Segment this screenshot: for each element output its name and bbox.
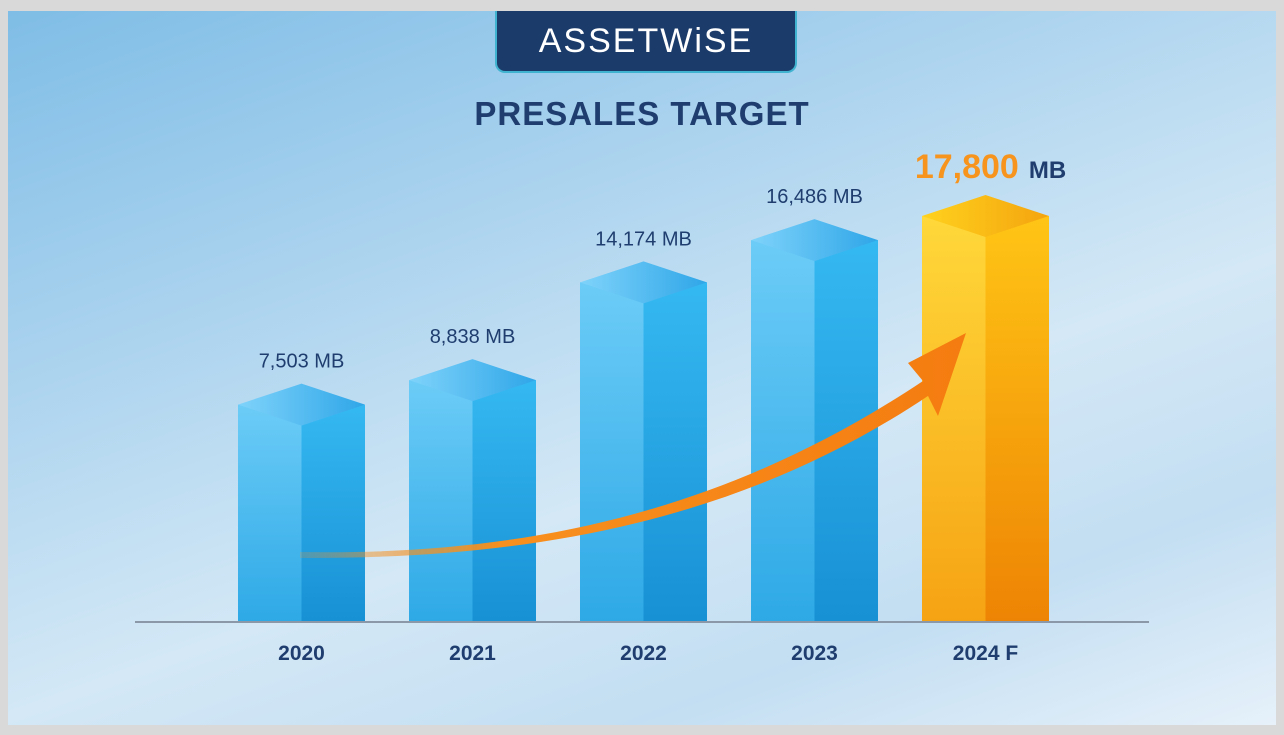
trend-arrow: [300, 333, 966, 559]
x-tick-label: 2022: [620, 642, 667, 665]
bar-2023: [751, 219, 878, 622]
bar-2021: [409, 359, 536, 622]
logo-text: ASSETWiSE: [538, 21, 754, 60]
data-label: 16,486 MB: [766, 186, 863, 208]
bar-top: [409, 359, 536, 402]
bar-front-right: [472, 380, 536, 622]
bar-2024-f: [922, 195, 1049, 622]
bar-front-left: [751, 240, 815, 622]
bar-2020: [238, 383, 365, 622]
bar-front-left: [238, 404, 302, 622]
data-label: 14,174 MB: [595, 228, 692, 250]
bar-front-right: [301, 404, 365, 622]
bar-chart: 2020 7,503 MB 2021 8,838 MB 2022 14,174 MB 202…: [135, 148, 1149, 665]
data-label-highlight: 17,800 MB: [915, 148, 1066, 186]
bar-top: [751, 219, 878, 262]
bar-front-right: [643, 282, 707, 622]
data-label: 8,838 MB: [430, 326, 516, 348]
bar-front-left: [922, 216, 986, 622]
bar-2022: [580, 261, 707, 622]
bar-front-right: [985, 216, 1049, 622]
bar-top: [580, 261, 707, 304]
x-tick-label: 2020: [278, 642, 325, 665]
bar-front-left: [409, 380, 473, 622]
bar-top: [238, 383, 365, 426]
chart-title: PRESALES TARGET: [474, 95, 810, 132]
bar-front-left: [580, 282, 644, 622]
x-tick-label: 2023: [791, 642, 838, 665]
x-tick-label: 2024 F: [953, 642, 1019, 665]
assetwise-logo: ASSETWiSE: [495, 11, 797, 73]
data-label: 7,503 MB: [259, 351, 345, 373]
x-tick-label: 2021: [449, 642, 496, 665]
bar-top: [922, 195, 1049, 237]
slide: ASSETWiSE PRESALES TARGET 2020 7,503 MB 20…: [8, 11, 1276, 725]
